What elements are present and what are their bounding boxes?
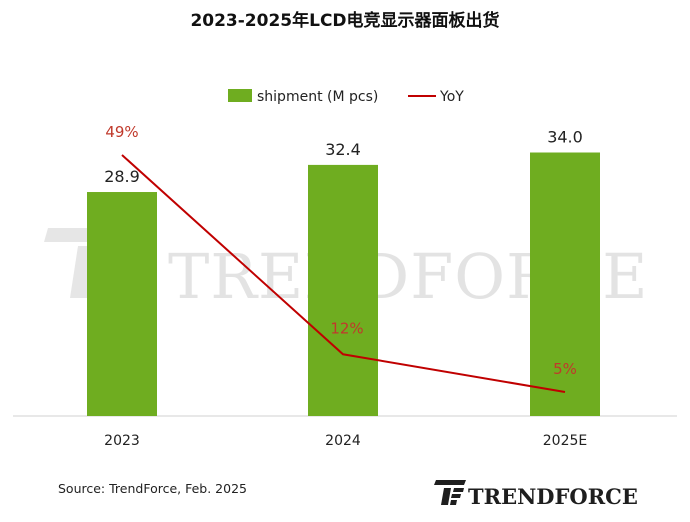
- x-tick-2025E: 2025E: [543, 433, 587, 449]
- logo-text: TRENDFORCE: [468, 484, 638, 509]
- x-tick-2023: 2023: [104, 433, 140, 449]
- yoy-label-2024: 12%: [330, 319, 363, 337]
- bar-value-label-2023: 28.9: [104, 167, 140, 186]
- bar-value-label-2024: 32.4: [325, 140, 361, 159]
- bars-layer: 28.9 32.4 34.0: [87, 128, 600, 416]
- bar-2023: [87, 192, 157, 416]
- trendforce-logo: TRENDFORCE: [434, 480, 638, 509]
- legend-line-label: YoY: [439, 89, 464, 105]
- bar-2024: [308, 164, 378, 416]
- yoy-label-2025E: 5%: [553, 360, 577, 378]
- legend: shipment (M pcs) YoY: [228, 89, 464, 105]
- chart-title: 2023-2025年LCD电竞显示器面板出货: [190, 10, 499, 31]
- yoy-label-2023: 49%: [105, 123, 138, 141]
- trendforce-logo-icon: [434, 480, 466, 505]
- bar-value-label-2025E: 34.0: [547, 128, 583, 147]
- x-tick-labels: 2023 2024 2025E: [104, 433, 587, 449]
- legend-bar-label: shipment (M pcs): [257, 89, 378, 105]
- legend-bar-swatch: [228, 89, 252, 102]
- source-note: Source: TrendForce, Feb. 2025: [58, 481, 247, 496]
- yoy-line-layer: 49% 12% 5%: [105, 123, 577, 393]
- bar-2025E: [530, 152, 600, 416]
- x-tick-2024: 2024: [325, 433, 361, 449]
